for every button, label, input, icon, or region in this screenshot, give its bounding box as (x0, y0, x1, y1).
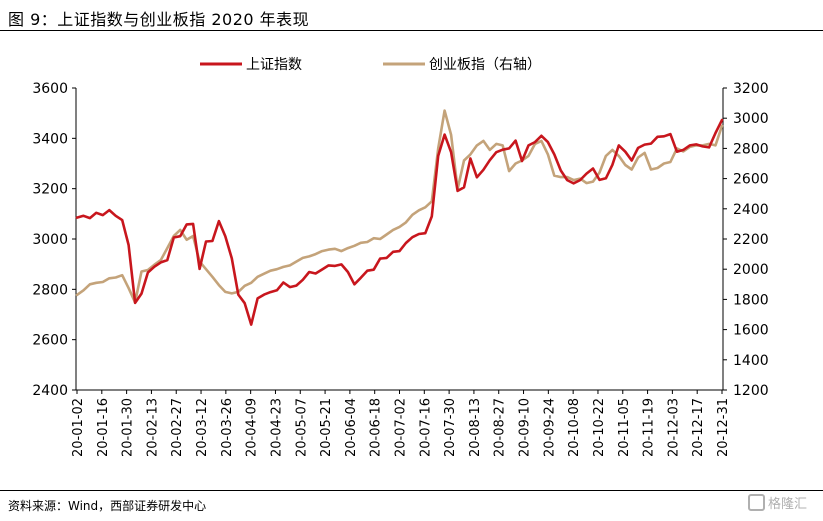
legend-label: 创业板指（右轴） (429, 57, 541, 73)
watermark: 格隆汇 (748, 493, 807, 512)
x-tick-label: 20-04-23 (269, 398, 284, 457)
x-tick-label: 20-04-09 (245, 398, 260, 457)
x-tick-label: 20-08-13 (468, 398, 483, 457)
x-tick-label: 20-01-16 (96, 398, 111, 457)
x-tick-label: 20-02-13 (145, 398, 160, 457)
x-tick-label: 20-11-19 (642, 398, 657, 457)
x-tick-label: 20-12-03 (666, 398, 681, 457)
x-tick-label: 20-08-27 (493, 398, 508, 457)
x-tick-label: 20-11-05 (617, 398, 632, 457)
x-tick-label: 20-06-18 (369, 398, 384, 457)
y-right-tick-label: 2800 (733, 141, 769, 157)
y-left-tick-label: 3000 (32, 232, 68, 248)
series-line-right (75, 109, 724, 304)
y-left-tick-label: 3600 (32, 81, 68, 97)
x-tick-label: 20-07-02 (394, 398, 409, 457)
x-tick-label: 20-06-04 (344, 398, 359, 457)
x-tick-label: 20-01-30 (121, 398, 136, 457)
y-right-tick-label: 2200 (733, 232, 769, 248)
y-left-tick-label: 2800 (32, 282, 68, 298)
y-left-tick-label: 3400 (32, 131, 68, 147)
watermark-logo-icon (748, 494, 765, 511)
watermark-text: 格隆汇 (768, 497, 808, 512)
x-tick-label: 20-05-07 (294, 398, 309, 457)
y-left-tick-label: 2400 (32, 383, 68, 399)
y-right-tick-label: 3200 (733, 81, 769, 97)
source-note: 资料来源：Wind，西部证券研发中心 (8, 499, 207, 513)
figure-title: 图 9：上证指数与创业板指 2020 年表现 (8, 10, 310, 29)
x-tick-label: 20-02-27 (170, 398, 185, 457)
x-tick-label: 20-10-22 (592, 398, 607, 457)
x-tick-label: 20-09-10 (518, 398, 533, 457)
y-right-tick-label: 1600 (733, 323, 769, 339)
x-tick-label: 20-07-30 (443, 398, 458, 457)
legend-label: 上证指数 (246, 57, 302, 73)
x-tick-label: 20-03-12 (195, 398, 210, 457)
x-tick-label: 20-10-08 (567, 398, 582, 457)
x-tick-label: 20-01-02 (71, 398, 86, 457)
x-tick-label: 20-05-21 (319, 398, 334, 457)
y-right-tick-label: 2000 (733, 262, 769, 278)
y-right-tick-label: 3000 (733, 111, 769, 127)
y-left-tick-label: 3200 (32, 182, 68, 198)
bottom-rule (0, 490, 823, 491)
y-right-tick-label: 2600 (733, 172, 769, 188)
x-tick-label: 20-03-26 (220, 398, 235, 457)
y-left-tick-label: 2600 (32, 333, 68, 349)
x-tick-label: 20-12-31 (716, 398, 731, 457)
series-line-left (75, 118, 724, 326)
y-right-tick-label: 1200 (733, 383, 769, 399)
x-tick-label: 20-12-17 (691, 398, 706, 457)
y-right-tick-label: 1800 (733, 292, 769, 308)
y-right-tick-label: 2400 (733, 202, 769, 218)
y-right-tick-label: 1400 (733, 353, 769, 369)
x-tick-label: 20-09-24 (542, 398, 557, 457)
x-tick-label: 20-07-16 (418, 398, 433, 457)
top-rule (0, 30, 823, 31)
